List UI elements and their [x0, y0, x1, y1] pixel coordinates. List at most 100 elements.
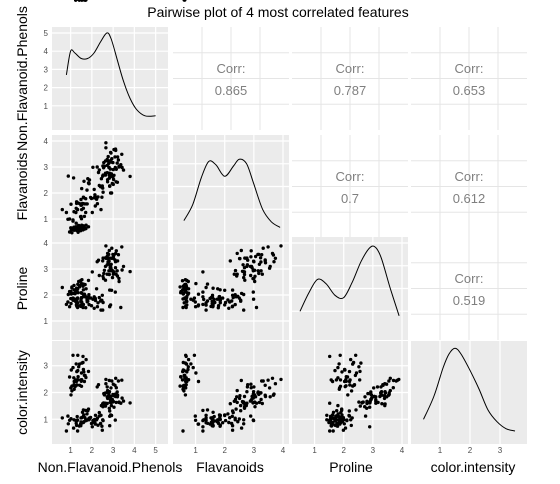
data-point — [235, 395, 239, 399]
data-point — [75, 378, 80, 382]
data-point — [106, 154, 110, 159]
data-point — [227, 306, 231, 310]
data-point — [259, 269, 263, 273]
data-point — [117, 276, 121, 281]
y-tick-label: 1 — [44, 317, 49, 326]
corr-value: 0.787 — [334, 83, 367, 98]
data-point — [271, 393, 276, 397]
data-point — [249, 249, 253, 253]
data-point — [338, 415, 343, 420]
data-point — [79, 281, 84, 286]
data-point — [388, 376, 392, 380]
data-point — [258, 256, 263, 260]
data-point — [119, 401, 123, 405]
data-point — [391, 386, 395, 390]
data-point — [232, 399, 236, 403]
data-point — [205, 408, 210, 412]
data-point — [387, 379, 391, 383]
data-point — [242, 422, 246, 426]
data-point — [357, 365, 361, 369]
data-point — [193, 305, 198, 309]
data-point — [99, 403, 104, 408]
data-point — [233, 302, 237, 307]
density-curve — [299, 245, 400, 316]
data-point — [91, 418, 95, 423]
data-point — [104, 382, 108, 386]
data-point — [114, 249, 119, 253]
data-point — [196, 379, 201, 384]
data-point — [335, 424, 339, 428]
data-point — [86, 278, 91, 283]
data-point — [201, 302, 205, 307]
data-point — [120, 245, 124, 249]
data-point — [204, 413, 208, 417]
panel-r3-c2: 1 2 3 4 — [292, 341, 408, 455]
data-point — [102, 268, 107, 272]
data-point — [243, 278, 247, 282]
data-point — [241, 269, 246, 274]
data-point — [242, 266, 247, 270]
data-point — [237, 296, 241, 300]
data-point — [95, 385, 99, 389]
data-point — [178, 285, 182, 289]
data-point — [327, 418, 332, 422]
data-point — [112, 253, 116, 257]
corr-value: 0.612 — [453, 191, 486, 206]
data-point — [64, 210, 69, 215]
data-point — [76, 282, 80, 286]
data-point — [343, 426, 348, 430]
data-point — [254, 305, 259, 310]
y-tick-label: 1 — [44, 215, 49, 224]
data-point — [386, 393, 391, 397]
data-point — [128, 269, 132, 274]
corr-label: Corr: — [336, 169, 365, 184]
data-point — [201, 295, 205, 299]
data-point — [375, 400, 380, 405]
y-axis-label: Proline — [14, 267, 30, 311]
corr-label: Corr: — [455, 169, 484, 184]
data-point — [109, 386, 113, 390]
data-point — [83, 416, 87, 420]
data-point — [75, 304, 79, 308]
data-point — [183, 361, 188, 365]
data-point — [79, 217, 84, 221]
data-point — [216, 418, 220, 422]
data-point — [81, 305, 85, 310]
data-point — [107, 252, 111, 257]
data-point — [69, 202, 73, 206]
data-point — [363, 395, 367, 399]
data-point — [239, 426, 244, 430]
data-point — [114, 400, 118, 405]
data-point — [223, 303, 227, 307]
panel-r0-c2: Corr: 0.787 — [292, 27, 408, 130]
data-point — [272, 260, 276, 264]
data-point — [101, 300, 105, 305]
data-point — [69, 228, 74, 232]
data-point — [75, 369, 79, 374]
data-point — [60, 416, 64, 420]
x-tick-label: 5 — [153, 446, 158, 455]
data-point — [104, 141, 108, 145]
data-point — [69, 386, 73, 390]
data-point — [183, 393, 188, 397]
data-point — [223, 413, 227, 418]
data-point — [60, 285, 64, 290]
panel-r2-c1 — [173, 0, 289, 340]
data-point — [114, 272, 118, 276]
data-point — [223, 418, 228, 423]
data-point — [114, 386, 119, 390]
data-point — [338, 378, 343, 382]
x-axis-label: Flavanoids — [196, 459, 264, 475]
data-point — [96, 423, 100, 427]
y-tick-label: 1 — [44, 415, 49, 424]
data-point — [235, 388, 239, 393]
data-point — [254, 401, 259, 405]
data-point — [184, 304, 188, 308]
data-point — [352, 383, 357, 387]
data-point — [346, 393, 350, 397]
data-point — [95, 202, 100, 206]
data-point — [268, 395, 272, 399]
data-point — [252, 260, 256, 264]
panel-r1-c1 — [173, 135, 289, 238]
